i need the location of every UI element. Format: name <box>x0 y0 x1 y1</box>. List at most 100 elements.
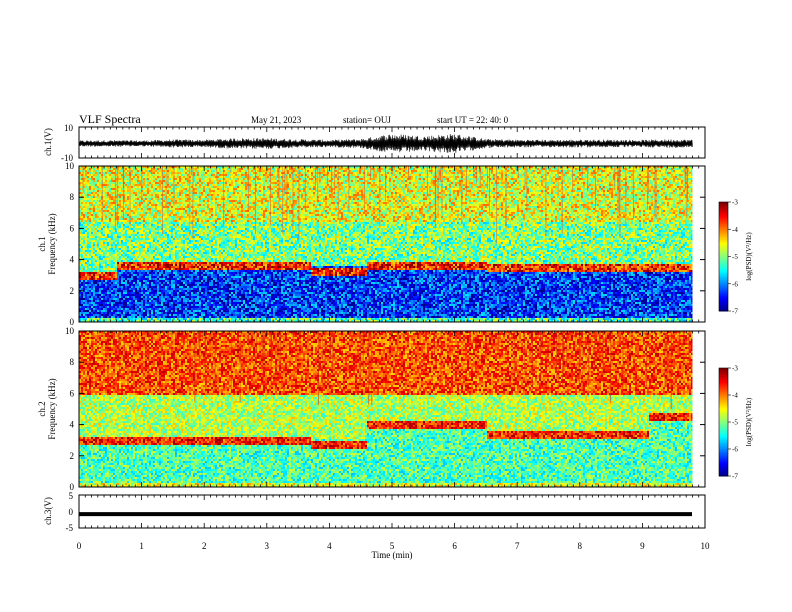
spectrogram-cell <box>119 176 121 178</box>
spectrogram-cell <box>563 170 565 172</box>
spectrogram-cell <box>659 194 661 196</box>
spectrogram-cell <box>249 180 251 182</box>
spectrogram-cell <box>533 184 535 186</box>
spectrogram-cell <box>603 176 605 178</box>
spectrogram-cell <box>177 186 179 188</box>
spectrogram-cell <box>95 178 97 180</box>
spectrogram-cell <box>565 190 567 192</box>
spectrogram-cell <box>157 184 159 186</box>
spectrogram-cell <box>353 178 355 180</box>
spectrogram-cell <box>471 172 473 174</box>
spectrogram-cell <box>501 186 503 188</box>
spectrogram-cell <box>565 188 567 190</box>
spectrogram-cell <box>263 190 265 192</box>
spectrogram-cell <box>627 184 629 186</box>
spectrogram-cell <box>183 190 185 192</box>
spectrogram-cell <box>537 172 539 174</box>
spectrogram-cell <box>399 176 401 178</box>
spectrogram-cell <box>103 188 105 190</box>
spectrogram-cell <box>131 180 133 182</box>
spectrogram-cell <box>159 188 161 190</box>
spectrogram-cell <box>669 178 671 180</box>
spectrogram-cell <box>155 196 157 198</box>
spectrogram-cell <box>85 178 87 180</box>
spectrogram-cell <box>413 190 415 192</box>
spectrogram-cell <box>215 194 217 196</box>
spectrogram-cell <box>639 170 641 172</box>
spectrogram-cell <box>509 178 511 180</box>
spectrogram-cell <box>319 188 321 190</box>
spectrogram-cell <box>233 192 235 194</box>
spectrogram-cell <box>211 172 213 174</box>
spectrogram-cell <box>577 190 579 192</box>
spectrogram-cell <box>447 188 449 190</box>
spectrogram-cell <box>275 192 277 194</box>
spectrogram-cell <box>375 174 377 176</box>
spectrogram-cell <box>463 176 465 178</box>
spectrogram-cell <box>415 194 417 196</box>
spectrogram-cell <box>87 172 89 174</box>
spectrogram-cell <box>361 192 363 194</box>
spectrogram-cell <box>455 184 457 186</box>
spectrogram-cell <box>477 188 479 190</box>
spectrogram-cell <box>343 178 345 180</box>
spectrogram-cell <box>265 182 267 184</box>
spectrogram-cell <box>367 172 369 174</box>
spectrogram-cell <box>313 170 315 172</box>
spectrogram-cell <box>219 176 221 178</box>
spectrogram-cell <box>411 168 413 170</box>
spectrogram-cell <box>649 186 651 188</box>
spectrogram-cell <box>119 180 121 182</box>
spectrogram-cell <box>217 196 219 198</box>
spectrogram-cell <box>579 182 581 184</box>
spectrogram-cell <box>467 194 469 196</box>
spectrogram-cell <box>237 194 239 196</box>
spectrogram-cell <box>201 188 203 190</box>
spectrogram-cell <box>241 192 243 194</box>
spectrogram-cell <box>267 192 269 194</box>
spectrogram-cell <box>345 190 347 192</box>
spectrogram-cell <box>89 184 91 186</box>
spectrogram-cell <box>409 194 411 196</box>
spectrogram-cell <box>535 188 537 190</box>
spectrogram-cell <box>423 184 425 186</box>
spectrogram-cell <box>351 176 353 178</box>
spectrogram-cell <box>521 190 523 192</box>
spectrogram-cell <box>289 172 291 174</box>
spectrogram-cell <box>257 186 259 188</box>
spectrogram-cell <box>109 180 111 182</box>
spectrogram-cell <box>429 180 431 182</box>
spectrogram-cell <box>243 172 245 174</box>
spectrogram-cell <box>351 174 353 176</box>
spectrogram-cell <box>463 184 465 186</box>
spectrogram-cell <box>601 172 603 174</box>
spectrogram-cell <box>575 168 577 170</box>
spectrogram-cell <box>251 184 253 186</box>
spectrogram-cell <box>313 184 315 186</box>
spectrogram-cell <box>157 190 159 192</box>
spectrogram-cell <box>295 182 297 184</box>
spectrogram-cell <box>689 174 691 176</box>
spectrogram-cell <box>201 168 203 170</box>
spectrogram-cell <box>607 194 609 196</box>
spectrogram-cell <box>409 170 411 172</box>
spectrogram-cell <box>371 184 373 186</box>
spectrogram-cell <box>197 184 199 186</box>
spectrogram-cell <box>413 170 415 172</box>
spectrogram-cell <box>417 180 419 182</box>
spectrogram-cell <box>547 172 549 174</box>
spectrogram-cell <box>245 174 247 176</box>
spectrogram-cell <box>649 194 651 196</box>
spectrogram-cell <box>669 174 671 176</box>
spectrogram-cell <box>627 176 629 178</box>
spectrogram-cell <box>383 174 385 176</box>
spectrogram-cell <box>105 170 107 172</box>
spectrogram-cell <box>547 188 549 190</box>
spectrogram-cell <box>233 186 235 188</box>
spectrogram-cell <box>479 194 481 196</box>
spectrogram-cell <box>659 192 661 194</box>
spectrogram-cell <box>243 168 245 170</box>
spectrogram-cell <box>341 182 343 184</box>
spectrogram-cell <box>559 186 561 188</box>
spectrogram-cell <box>491 190 493 192</box>
